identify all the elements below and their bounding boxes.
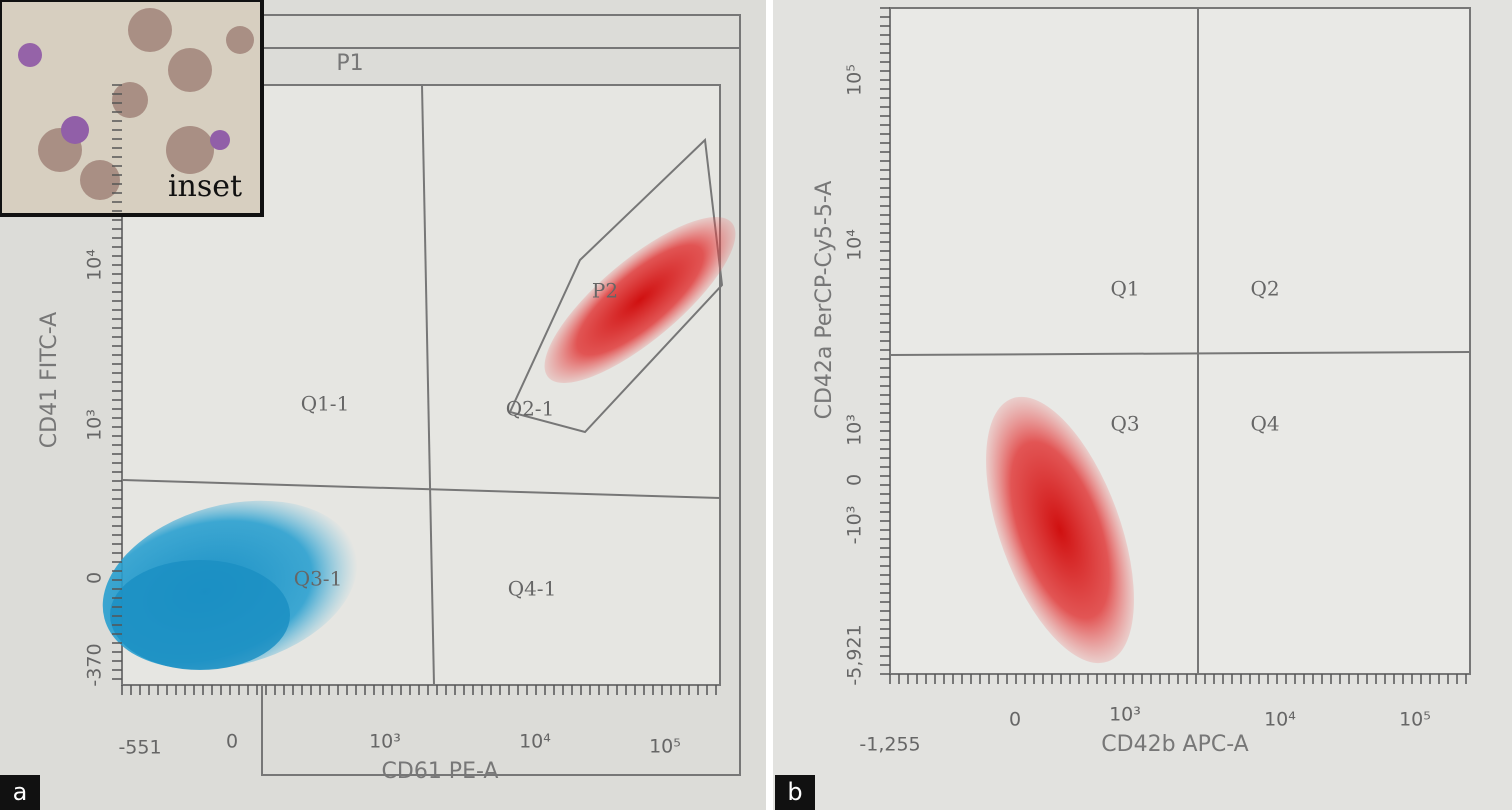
panel-letter: b [787,778,802,806]
y-tick-label: 0 [844,474,866,486]
x-tick-label: -1,255 [859,734,920,756]
quadrant-label: Q4 [1250,412,1279,436]
quadrant-label: Q2 [1250,277,1279,301]
quadrant-label: Q1-1 [301,392,350,416]
y-tick-label: 0 [84,572,106,584]
red-cloud-a [544,217,736,383]
y-tick-label: -370 [84,643,106,686]
y-tick-label: 10⁵ [844,64,866,96]
y-tick-label: 10⁴ [844,229,866,261]
y-axis-title: CD42a PerCP-Cy5-5-A [812,181,837,420]
x-tick-label: 10³ [369,731,401,753]
panel-letter: a [13,778,28,806]
y-tick-label: 10³ [84,409,106,441]
x-tick-label: 0 [1009,709,1021,731]
inset-cells [18,8,254,200]
y-tick-label: 10⁴ [84,249,106,281]
labels: a inset P1 P2 Q1-1 Q2-1 Q3-1 Q4-1 -551 0 10³ 10⁴ 10⁵… [13,7,1467,806]
x-tick-label: 10⁴ [1264,709,1296,731]
quadrant-label: Q1 [1110,277,1139,301]
quadrant-label: Q2-1 [506,397,555,421]
y-tick-label: -10³ [844,506,866,545]
x-tick-label: -551 [118,737,161,759]
quadrant-label: Q4-1 [508,577,557,601]
panel-letter-box [0,775,40,810]
x-tick-label: 10⁵ [1399,709,1431,731]
panel-letter-box [775,775,815,810]
y-tick-label: 10³ [844,414,866,446]
x-tick-label: 10⁵ [649,736,681,758]
quadrant-label: Q3-1 [294,567,343,591]
quadrant-label: Q3 [1110,412,1139,436]
x-tick-label: 0 [226,731,238,753]
x-axis-title: CD42b APC-A [1101,732,1248,757]
x-axis-title: CD61 PE-A [382,759,499,784]
x-tick-label: 10⁴ [519,731,551,753]
subgate-label: P2 [592,279,618,303]
red-cloud-b [986,396,1134,664]
y-tick-label: -5,921 [844,624,866,685]
panel-a-frame [121,14,741,776]
panel-b-frame [889,7,1471,675]
inset-label: inset [168,169,242,204]
x-tick-label: 10³ [1109,704,1141,726]
blue-core [110,560,290,670]
y-axis-title: CD41 FITC-A [37,312,62,448]
gate-label: P1 [336,51,363,76]
